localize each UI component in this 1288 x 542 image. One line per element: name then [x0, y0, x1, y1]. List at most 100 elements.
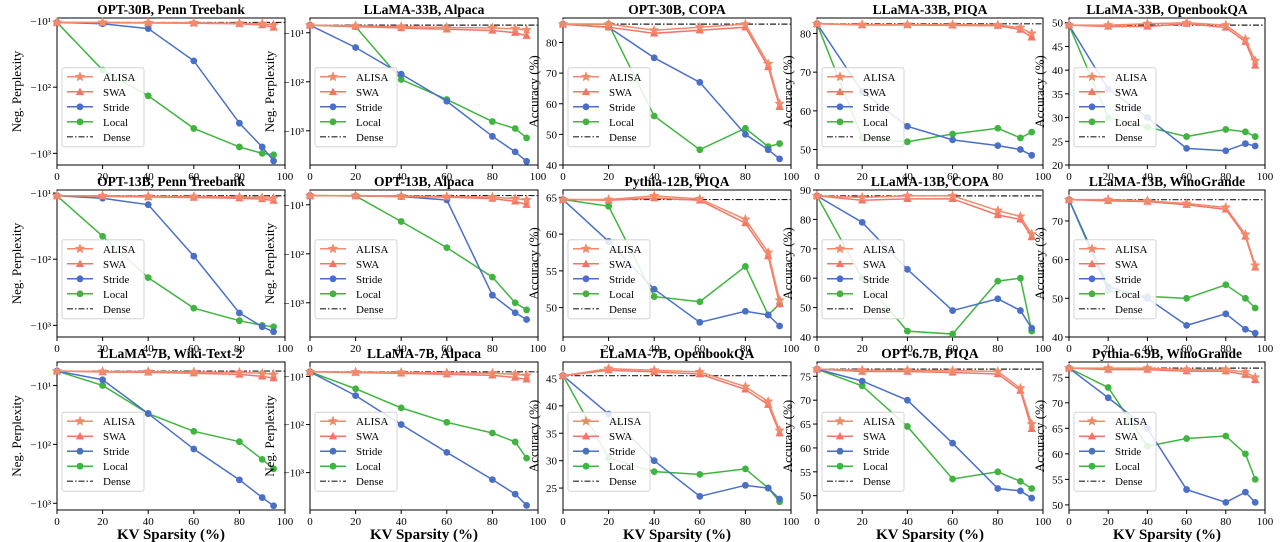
- y-tick-label: −10³: [283, 468, 304, 480]
- x-tick-label: 40: [143, 516, 155, 528]
- point-alisa: [1142, 195, 1153, 206]
- point-stride: [742, 481, 749, 489]
- y-tick-label: 70: [1052, 216, 1064, 228]
- legend-label-stride: Stride: [863, 274, 889, 286]
- x-tick-label: 60: [441, 343, 453, 355]
- x-tick-label: 100: [530, 343, 547, 355]
- x-tick-label: 0: [814, 171, 820, 183]
- y-tick-label: −10²: [283, 249, 304, 261]
- legend-marker-alisa: [1086, 415, 1098, 426]
- x-tick-label: 40: [1142, 171, 1154, 183]
- legend-box: [1073, 67, 1157, 148]
- subplot-title: OPT-30B, COPA: [628, 2, 726, 17]
- point-stride: [904, 396, 911, 404]
- point-stride: [144, 410, 152, 417]
- x-tick-label: 80: [992, 516, 1004, 528]
- legend-marker-stride: [1088, 275, 1096, 283]
- point-stride: [994, 142, 1002, 150]
- y-tick-label: 70: [800, 67, 812, 79]
- point-alisa: [1181, 17, 1192, 28]
- subplot-title: LLaMA-7B, OpenbookQA: [600, 346, 755, 361]
- x-tick-label: 80: [1220, 343, 1232, 355]
- point-alisa: [487, 367, 498, 378]
- point-stride: [1222, 498, 1230, 506]
- point-local: [1183, 294, 1190, 302]
- point-stride: [1251, 498, 1259, 506]
- y-tick-label: −10³: [30, 148, 51, 160]
- x-tick-label: 20: [1103, 343, 1115, 355]
- y-tick-label: 30: [1052, 113, 1064, 125]
- subplot-1: OPT-30B, Penn Treebank 0 20 40 60 80 100 −10¹ −1…: [9, 2, 294, 183]
- point-stride: [523, 316, 530, 323]
- y-tick-label: −10²: [30, 82, 51, 94]
- point-local: [1183, 435, 1190, 442]
- point-local: [1242, 294, 1249, 302]
- legend-marker-local: [836, 118, 844, 126]
- point-stride: [696, 492, 704, 500]
- x-tick-label: 0: [307, 343, 313, 355]
- legend-marker-swa: [1087, 432, 1097, 440]
- y-tick-label: 70: [800, 244, 812, 256]
- y-tick-label: 60: [1052, 449, 1064, 461]
- x-tick-label: 20: [350, 343, 362, 355]
- x-tick-label: 60: [694, 171, 706, 183]
- y-axis-label: Accuracy (%): [1032, 55, 1047, 128]
- x-tick-label: 80: [234, 516, 246, 528]
- legend: ALISA SWA Stride Local Dense: [821, 67, 905, 148]
- legend-label-swa: SWA: [609, 259, 632, 271]
- legend-label-dense: Dense: [103, 304, 131, 316]
- point-stride: [489, 291, 496, 299]
- point-local: [696, 146, 704, 154]
- point-local: [1251, 133, 1259, 140]
- point-alisa: [268, 19, 279, 30]
- subplot-14: OPT-6.7B, PIQA 0 20 40 60 80 100 KV Sparsity (%…: [780, 346, 1052, 542]
- y-axis-label: Accuracy (%): [780, 55, 795, 128]
- point-stride: [1242, 140, 1249, 148]
- y-tick-label: 75: [1052, 372, 1064, 384]
- point-local: [397, 404, 405, 412]
- y-tick-label: −10²: [283, 77, 304, 89]
- y-tick-label: 55: [546, 266, 558, 278]
- point-local: [994, 124, 1002, 132]
- y-tick-label: −10¹: [30, 188, 51, 200]
- point-swa: [522, 31, 531, 39]
- x-tick-label: 60: [947, 516, 959, 528]
- point-local: [397, 76, 405, 83]
- y-axis-label: Accuracy (%): [780, 227, 795, 300]
- legend: ALISA SWA Stride Local Dense: [1073, 411, 1157, 492]
- point-alisa: [856, 364, 868, 375]
- y-tick-label: 50: [1052, 500, 1064, 512]
- point-stride: [144, 25, 152, 32]
- point-swa: [522, 200, 531, 208]
- subplot-4: LLaMA-33B, PIQA 0 20 40 60 80 100 50 60 70 80 Accur…: [780, 2, 1052, 183]
- point-stride: [144, 201, 152, 209]
- legend-box: [567, 239, 651, 320]
- x-tick-label: 80: [487, 343, 499, 355]
- legend-label-stride: Stride: [609, 102, 635, 114]
- x-tick-label: 0: [54, 516, 60, 528]
- point-stride: [236, 476, 243, 484]
- x-axis-label: KV Sparsity (%): [876, 527, 984, 542]
- x-tick-label: 100: [1257, 343, 1274, 355]
- x-tick-label: 60: [694, 516, 706, 528]
- legend-marker-swa: [75, 87, 85, 95]
- x-tick-label: 40: [902, 171, 914, 183]
- y-tick-label: 55: [1052, 474, 1064, 486]
- x-tick-label: 100: [1035, 516, 1052, 528]
- legend-label-alisa: ALISA: [356, 72, 388, 84]
- subplot-title: OPT-13B, Penn Treebank: [97, 174, 245, 189]
- legend-label-dense: Dense: [609, 476, 637, 488]
- x-tick-label: 100: [530, 171, 547, 183]
- legend-box: [61, 239, 145, 320]
- x-tick-label: 40: [143, 343, 155, 355]
- point-local: [523, 134, 530, 142]
- y-tick-label: 70: [546, 68, 558, 80]
- y-tick-label: 40: [546, 401, 558, 413]
- x-axis-label: KV Sparsity (%): [1113, 527, 1221, 542]
- point-alisa: [1102, 193, 1114, 205]
- y-tick-label: 70: [1052, 398, 1064, 410]
- y-tick-label: 50: [1052, 293, 1064, 305]
- point-stride: [1017, 487, 1024, 495]
- legend-marker-stride: [836, 447, 844, 455]
- point-alisa: [51, 16, 63, 28]
